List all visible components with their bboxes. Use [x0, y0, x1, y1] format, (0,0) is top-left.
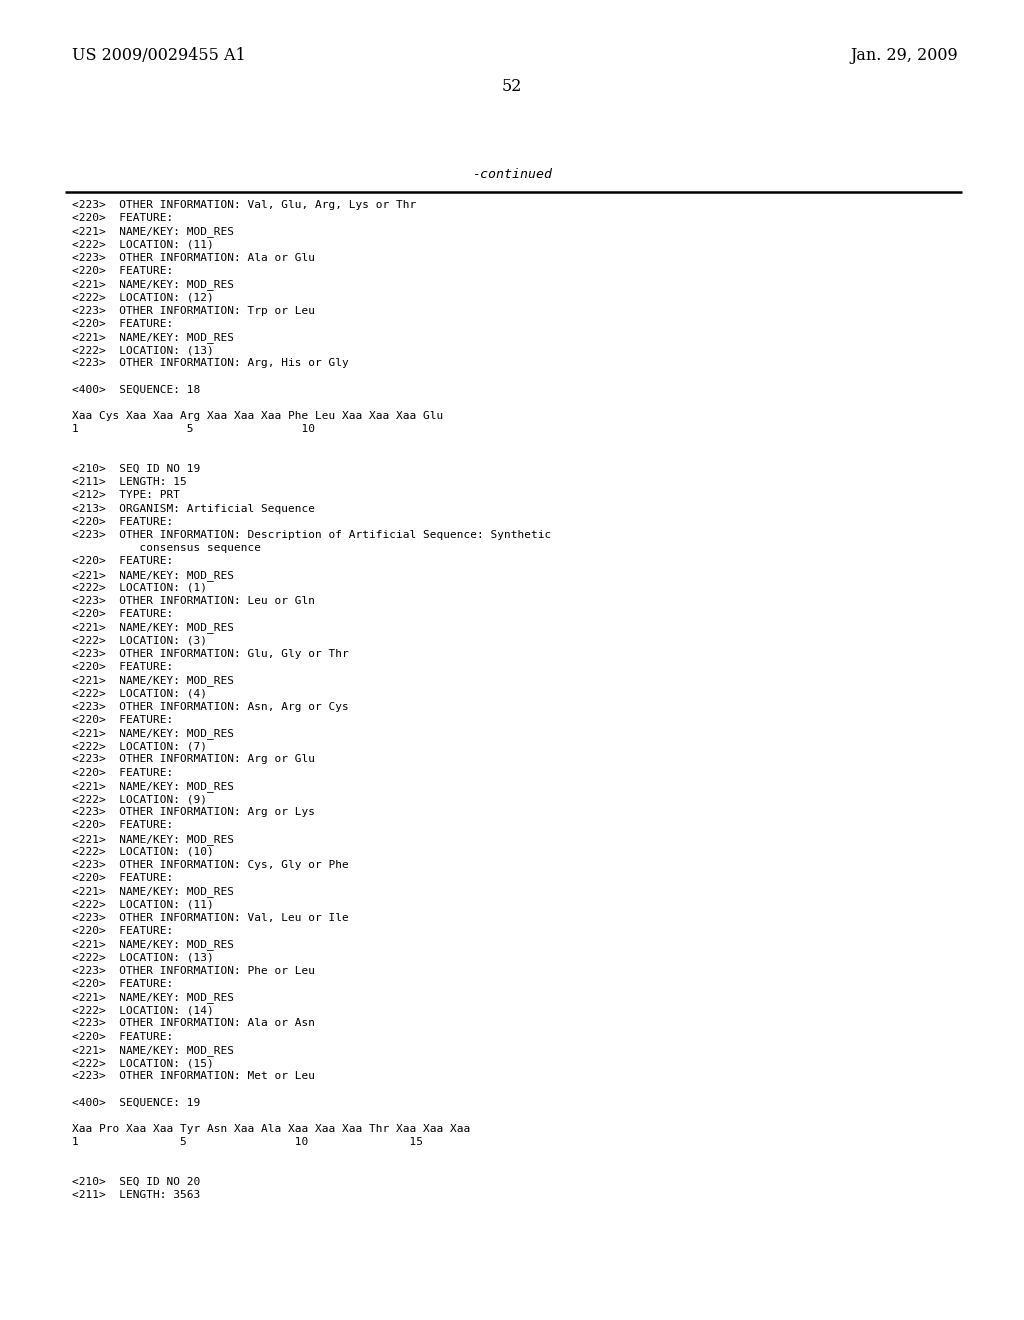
Text: <220>  FEATURE:: <220> FEATURE:: [72, 610, 173, 619]
Text: <222>  LOCATION: (13): <222> LOCATION: (13): [72, 346, 214, 355]
Text: <400>  SEQUENCE: 18: <400> SEQUENCE: 18: [72, 385, 201, 395]
Text: <223>  OTHER INFORMATION: Ala or Glu: <223> OTHER INFORMATION: Ala or Glu: [72, 253, 315, 263]
Text: <213>  ORGANISM: Artificial Sequence: <213> ORGANISM: Artificial Sequence: [72, 504, 315, 513]
Text: Jan. 29, 2009: Jan. 29, 2009: [850, 48, 958, 63]
Text: <222>  LOCATION: (1): <222> LOCATION: (1): [72, 583, 207, 593]
Text: <222>  LOCATION: (12): <222> LOCATION: (12): [72, 293, 214, 302]
Text: <400>  SEQUENCE: 19: <400> SEQUENCE: 19: [72, 1098, 201, 1107]
Text: <223>  OTHER INFORMATION: Val, Leu or Ile: <223> OTHER INFORMATION: Val, Leu or Ile: [72, 913, 349, 923]
Text: <223>  OTHER INFORMATION: Asn, Arg or Cys: <223> OTHER INFORMATION: Asn, Arg or Cys: [72, 702, 349, 711]
Text: <220>  FEATURE:: <220> FEATURE:: [72, 927, 173, 936]
Text: <223>  OTHER INFORMATION: Glu, Gly or Thr: <223> OTHER INFORMATION: Glu, Gly or Thr: [72, 649, 349, 659]
Text: <211>  LENGTH: 3563: <211> LENGTH: 3563: [72, 1191, 201, 1200]
Text: <223>  OTHER INFORMATION: Arg or Glu: <223> OTHER INFORMATION: Arg or Glu: [72, 755, 315, 764]
Text: <221>  NAME/KEY: MOD_RES: <221> NAME/KEY: MOD_RES: [72, 781, 234, 792]
Text: 1                5                10: 1 5 10: [72, 425, 315, 434]
Text: <220>  FEATURE:: <220> FEATURE:: [72, 663, 173, 672]
Text: <220>  FEATURE:: <220> FEATURE:: [72, 979, 173, 989]
Text: -continued: -continued: [472, 168, 552, 181]
Text: <220>  FEATURE:: <220> FEATURE:: [72, 874, 173, 883]
Text: Xaa Pro Xaa Xaa Tyr Asn Xaa Ala Xaa Xaa Xaa Thr Xaa Xaa Xaa: Xaa Pro Xaa Xaa Tyr Asn Xaa Ala Xaa Xaa …: [72, 1125, 470, 1134]
Text: <223>  OTHER INFORMATION: Phe or Leu: <223> OTHER INFORMATION: Phe or Leu: [72, 966, 315, 975]
Text: <222>  LOCATION: (10): <222> LOCATION: (10): [72, 847, 214, 857]
Text: <221>  NAME/KEY: MOD_RES: <221> NAME/KEY: MOD_RES: [72, 570, 234, 581]
Text: <222>  LOCATION: (4): <222> LOCATION: (4): [72, 689, 207, 698]
Text: <220>  FEATURE:: <220> FEATURE:: [72, 715, 173, 725]
Text: <221>  NAME/KEY: MOD_RES: <221> NAME/KEY: MOD_RES: [72, 1045, 234, 1056]
Text: <223>  OTHER INFORMATION: Arg or Lys: <223> OTHER INFORMATION: Arg or Lys: [72, 808, 315, 817]
Text: <222>  LOCATION: (13): <222> LOCATION: (13): [72, 953, 214, 962]
Text: <222>  LOCATION: (11): <222> LOCATION: (11): [72, 900, 214, 909]
Text: US 2009/0029455 A1: US 2009/0029455 A1: [72, 48, 246, 63]
Text: 1               5                10               15: 1 5 10 15: [72, 1138, 423, 1147]
Text: <221>  NAME/KEY: MOD_RES: <221> NAME/KEY: MOD_RES: [72, 887, 234, 898]
Text: <222>  LOCATION: (14): <222> LOCATION: (14): [72, 1006, 214, 1015]
Text: <210>  SEQ ID NO 20: <210> SEQ ID NO 20: [72, 1177, 201, 1187]
Text: <221>  NAME/KEY: MOD_RES: <221> NAME/KEY: MOD_RES: [72, 729, 234, 739]
Text: <223>  OTHER INFORMATION: Trp or Leu: <223> OTHER INFORMATION: Trp or Leu: [72, 306, 315, 315]
Text: <222>  LOCATION: (15): <222> LOCATION: (15): [72, 1059, 214, 1068]
Text: <222>  LOCATION: (3): <222> LOCATION: (3): [72, 636, 207, 645]
Text: <220>  FEATURE:: <220> FEATURE:: [72, 557, 173, 566]
Text: <221>  NAME/KEY: MOD_RES: <221> NAME/KEY: MOD_RES: [72, 940, 234, 950]
Text: <220>  FEATURE:: <220> FEATURE:: [72, 768, 173, 777]
Text: <221>  NAME/KEY: MOD_RES: <221> NAME/KEY: MOD_RES: [72, 280, 234, 290]
Text: <223>  OTHER INFORMATION: Ala or Asn: <223> OTHER INFORMATION: Ala or Asn: [72, 1019, 315, 1028]
Text: <221>  NAME/KEY: MOD_RES: <221> NAME/KEY: MOD_RES: [72, 993, 234, 1003]
Text: <223>  OTHER INFORMATION: Met or Leu: <223> OTHER INFORMATION: Met or Leu: [72, 1072, 315, 1081]
Text: <220>  FEATURE:: <220> FEATURE:: [72, 319, 173, 329]
Text: <221>  NAME/KEY: MOD_RES: <221> NAME/KEY: MOD_RES: [72, 227, 234, 238]
Text: <223>  OTHER INFORMATION: Arg, His or Gly: <223> OTHER INFORMATION: Arg, His or Gly: [72, 359, 349, 368]
Text: <221>  NAME/KEY: MOD_RES: <221> NAME/KEY: MOD_RES: [72, 333, 234, 343]
Text: <221>  NAME/KEY: MOD_RES: <221> NAME/KEY: MOD_RES: [72, 623, 234, 634]
Text: <210>  SEQ ID NO 19: <210> SEQ ID NO 19: [72, 465, 201, 474]
Text: <220>  FEATURE:: <220> FEATURE:: [72, 267, 173, 276]
Text: <223>  OTHER INFORMATION: Leu or Gln: <223> OTHER INFORMATION: Leu or Gln: [72, 597, 315, 606]
Text: <220>  FEATURE:: <220> FEATURE:: [72, 214, 173, 223]
Text: 52: 52: [502, 78, 522, 95]
Text: <212>  TYPE: PRT: <212> TYPE: PRT: [72, 491, 180, 500]
Text: <211>  LENGTH: 15: <211> LENGTH: 15: [72, 478, 186, 487]
Text: <220>  FEATURE:: <220> FEATURE:: [72, 517, 173, 527]
Text: <221>  NAME/KEY: MOD_RES: <221> NAME/KEY: MOD_RES: [72, 834, 234, 845]
Text: <222>  LOCATION: (11): <222> LOCATION: (11): [72, 240, 214, 249]
Text: <223>  OTHER INFORMATION: Description of Artificial Sequence: Synthetic: <223> OTHER INFORMATION: Description of …: [72, 531, 551, 540]
Text: <222>  LOCATION: (7): <222> LOCATION: (7): [72, 742, 207, 751]
Text: <220>  FEATURE:: <220> FEATURE:: [72, 821, 173, 830]
Text: consensus sequence: consensus sequence: [72, 544, 261, 553]
Text: Xaa Cys Xaa Xaa Arg Xaa Xaa Xaa Phe Leu Xaa Xaa Xaa Glu: Xaa Cys Xaa Xaa Arg Xaa Xaa Xaa Phe Leu …: [72, 412, 443, 421]
Text: <223>  OTHER INFORMATION: Val, Glu, Arg, Lys or Thr: <223> OTHER INFORMATION: Val, Glu, Arg, …: [72, 201, 416, 210]
Text: <223>  OTHER INFORMATION: Cys, Gly or Phe: <223> OTHER INFORMATION: Cys, Gly or Phe: [72, 861, 349, 870]
Text: <222>  LOCATION: (9): <222> LOCATION: (9): [72, 795, 207, 804]
Text: <221>  NAME/KEY: MOD_RES: <221> NAME/KEY: MOD_RES: [72, 676, 234, 686]
Text: <220>  FEATURE:: <220> FEATURE:: [72, 1032, 173, 1041]
